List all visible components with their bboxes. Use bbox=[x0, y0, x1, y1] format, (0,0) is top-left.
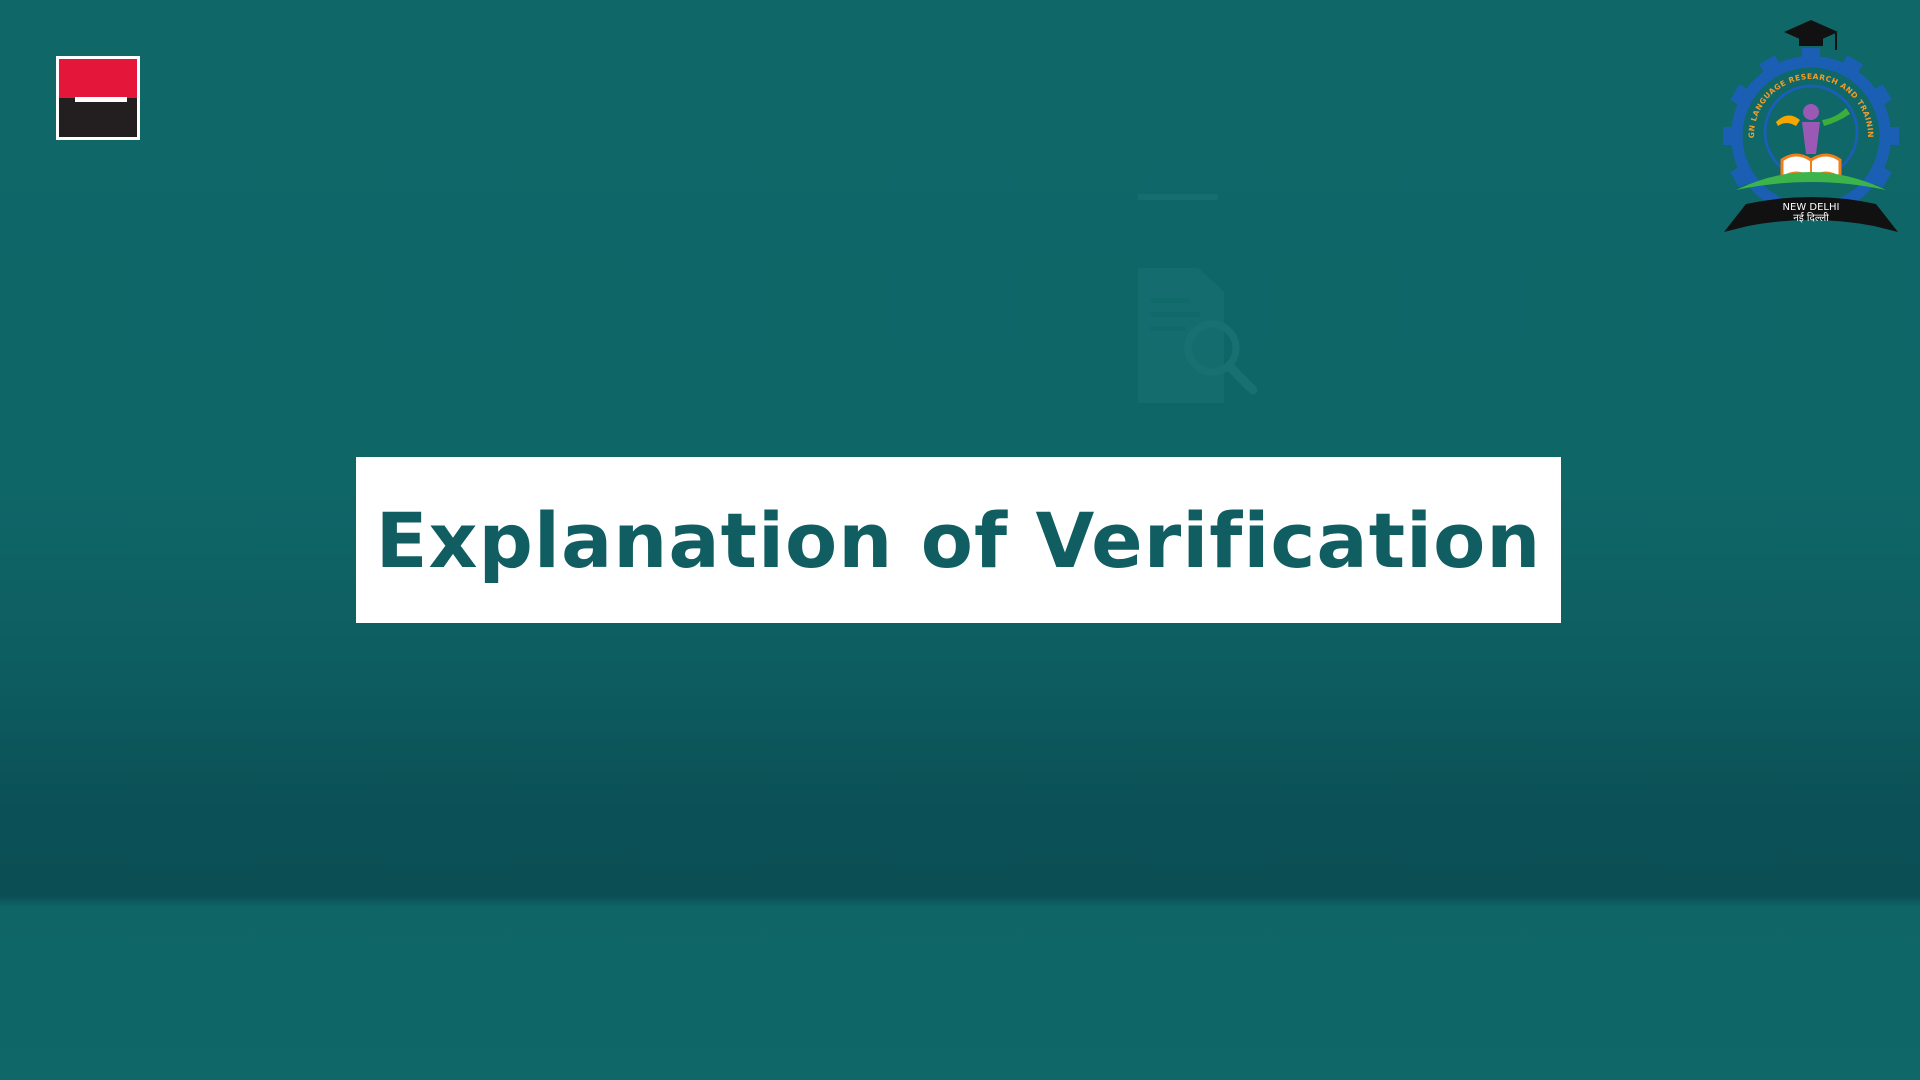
brand-logo-white-bar bbox=[75, 97, 127, 102]
emblem-ribbon bbox=[1724, 197, 1898, 232]
emblem-city-hi: नई दिल्ली bbox=[1793, 212, 1829, 224]
brand-logo bbox=[56, 56, 140, 140]
emblem-city-en: NEW DELHI bbox=[1783, 202, 1840, 213]
title-card: Explanation of Verification bbox=[356, 457, 1561, 623]
institute-emblem: INDIAN SIGN LANGUAGE RESEARCH AND TRAINI… bbox=[1716, 14, 1899, 232]
document-magnifier-icon bbox=[1138, 194, 1258, 403]
graduation-cap-icon bbox=[1784, 20, 1838, 44]
brand-logo-red-half bbox=[59, 59, 137, 98]
slide-title: Explanation of Verification bbox=[375, 495, 1542, 585]
